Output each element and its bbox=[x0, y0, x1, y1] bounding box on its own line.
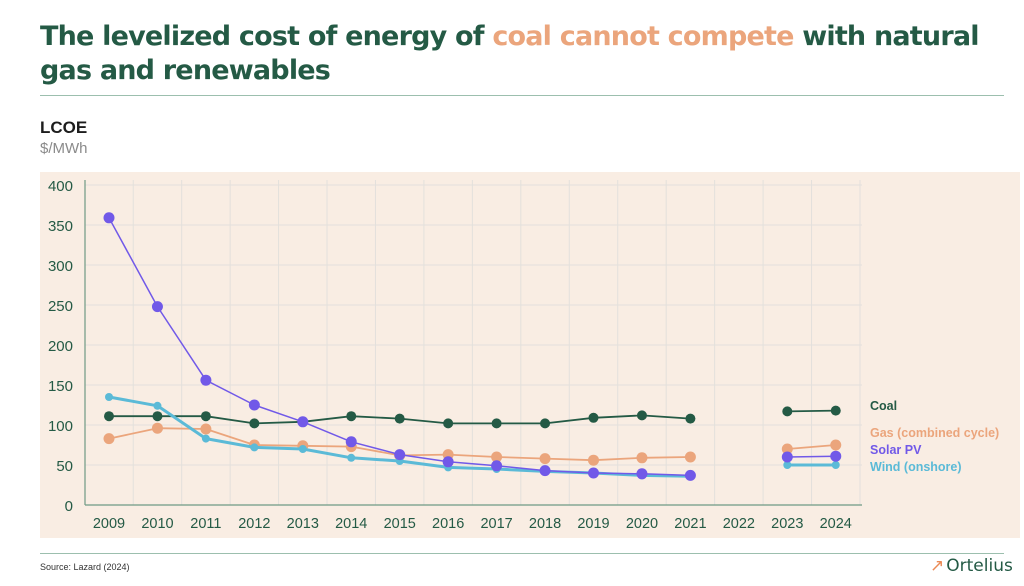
y-tick-label: 250 bbox=[48, 298, 73, 315]
series-line-coal bbox=[787, 409, 836, 413]
data-point-coal bbox=[200, 411, 211, 422]
data-point-wind bbox=[105, 393, 113, 401]
x-tick-label: 2013 bbox=[287, 516, 319, 532]
data-point-gas bbox=[491, 451, 503, 463]
legend-label-wind: Wind (onshore) bbox=[870, 460, 962, 474]
data-point-gas bbox=[588, 454, 599, 466]
data-point-solar bbox=[588, 467, 599, 479]
data-point-coal bbox=[443, 418, 454, 429]
y-tick-label: 300 bbox=[48, 258, 73, 275]
source-note: Source: Lazard (2024) bbox=[40, 562, 130, 572]
x-tick-label: 2017 bbox=[480, 516, 512, 532]
y-tick-label: 350 bbox=[48, 218, 73, 235]
plot-background bbox=[40, 172, 1020, 538]
x-tick-label: 2014 bbox=[335, 516, 367, 532]
data-point-gas bbox=[200, 423, 212, 435]
y-axis-unit: $/MWh bbox=[40, 140, 88, 157]
data-point-solar bbox=[442, 456, 454, 468]
data-point-wind bbox=[783, 461, 792, 469]
arrow-up-right-icon: ↗ bbox=[930, 556, 945, 576]
data-point-gas bbox=[539, 453, 551, 465]
data-point-solar bbox=[297, 416, 309, 428]
data-point-coal bbox=[104, 411, 114, 422]
chart-title: LCOE bbox=[40, 118, 88, 137]
x-tick-label: 2020 bbox=[626, 516, 658, 532]
header-divider bbox=[40, 95, 1004, 96]
data-point-solar bbox=[491, 460, 503, 472]
data-point-gas bbox=[684, 451, 696, 463]
x-tick-label: 2022 bbox=[723, 516, 755, 532]
title-text-end: with natural gas and renewables bbox=[40, 21, 980, 86]
data-point-coal bbox=[636, 410, 647, 421]
data-point-coal bbox=[152, 411, 163, 422]
data-point-solar bbox=[781, 451, 793, 463]
data-point-gas bbox=[636, 452, 648, 464]
y-tick-label: 200 bbox=[48, 338, 73, 355]
data-point-coal bbox=[491, 418, 502, 429]
data-point-wind bbox=[250, 443, 259, 452]
data-point-solar bbox=[200, 374, 212, 386]
data-point-solar bbox=[103, 212, 115, 224]
data-point-gas bbox=[151, 422, 163, 434]
data-point-solar bbox=[636, 468, 648, 480]
data-point-coal bbox=[346, 411, 357, 422]
y-tick-label: 400 bbox=[48, 178, 73, 195]
data-point-coal bbox=[588, 412, 599, 423]
data-point-solar bbox=[151, 301, 163, 313]
x-tick-label: 2010 bbox=[141, 516, 173, 532]
data-point-coal bbox=[249, 418, 260, 429]
data-point-coal bbox=[830, 405, 841, 416]
brand-logo: ↗ Ortelius bbox=[930, 556, 1013, 576]
page-title: The levelized cost of energy of coal can… bbox=[40, 20, 1000, 88]
x-tick-label: 2011 bbox=[190, 516, 221, 532]
footer-divider bbox=[40, 553, 1004, 554]
x-tick-label: 2018 bbox=[529, 516, 561, 532]
series-line-solar bbox=[787, 455, 836, 458]
data-point-gas bbox=[103, 433, 115, 445]
data-point-coal bbox=[685, 413, 696, 424]
data-point-coal bbox=[394, 413, 405, 424]
legend-label-gas: Gas (combined cycle) bbox=[870, 426, 999, 440]
data-point-solar bbox=[539, 465, 551, 477]
x-tick-label: 2012 bbox=[238, 516, 270, 532]
data-point-coal bbox=[540, 418, 551, 429]
x-tick-label: 2023 bbox=[771, 516, 803, 532]
y-tick-label: 50 bbox=[56, 458, 73, 475]
legend-label-solar: Solar PV bbox=[870, 443, 922, 457]
brand-name: Ortelius bbox=[946, 556, 1013, 576]
data-point-wind bbox=[831, 461, 840, 469]
data-point-solar bbox=[394, 449, 406, 461]
data-point-wind bbox=[347, 453, 356, 462]
x-tick-label: 2015 bbox=[384, 516, 416, 532]
x-tick-label: 2024 bbox=[820, 516, 852, 532]
data-point-solar bbox=[684, 469, 696, 481]
legend-label-coal: Coal bbox=[870, 399, 897, 413]
data-point-wind bbox=[298, 445, 307, 453]
data-point-solar bbox=[248, 399, 260, 411]
data-point-wind bbox=[153, 401, 162, 410]
data-point-solar bbox=[830, 450, 842, 462]
x-tick-label: 2016 bbox=[432, 516, 464, 532]
data-point-solar bbox=[345, 436, 357, 448]
data-point-gas bbox=[830, 439, 842, 451]
x-tick-label: 2021 bbox=[674, 516, 706, 532]
title-highlight: coal cannot compete bbox=[492, 21, 794, 52]
y-tick-label: 150 bbox=[48, 378, 73, 395]
title-text: The levelized cost of energy of bbox=[40, 21, 493, 52]
y-tick-label: 0 bbox=[65, 498, 73, 515]
data-point-wind bbox=[201, 434, 210, 443]
data-point-coal bbox=[782, 406, 793, 417]
data-point-gas bbox=[781, 443, 793, 455]
y-tick-label: 100 bbox=[48, 418, 73, 435]
x-tick-label: 2019 bbox=[577, 516, 609, 532]
series-line-gas bbox=[787, 444, 836, 450]
x-tick-label: 2009 bbox=[93, 516, 125, 532]
